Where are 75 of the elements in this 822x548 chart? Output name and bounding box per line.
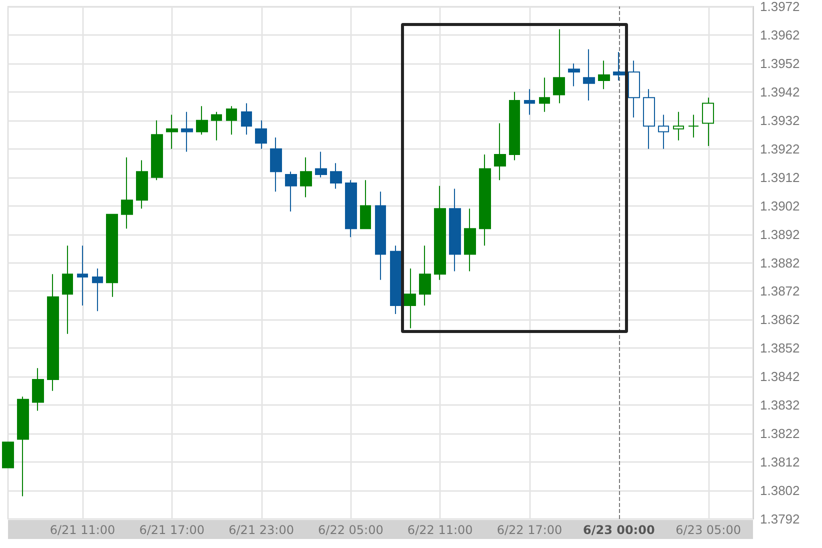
candlestick — [315, 151, 327, 178]
candlestick — [628, 60, 640, 118]
y-tick-label: 1.3892 — [760, 226, 800, 242]
candlestick — [121, 156, 133, 230]
y-tick-label: 1.3932 — [760, 112, 800, 128]
candlestick — [92, 268, 103, 312]
candlestick — [47, 274, 59, 392]
candlestick — [330, 162, 342, 190]
y-tick-label: 1.3962 — [760, 27, 800, 42]
candlestick — [524, 88, 535, 116]
candlestick — [77, 245, 88, 306]
candlestick — [241, 102, 252, 136]
candlestick — [375, 191, 386, 280]
candlestick — [106, 214, 118, 298]
candlestick — [688, 114, 699, 138]
candlestick — [181, 111, 193, 152]
x-tick-label: 6/22 05:00 — [318, 523, 384, 537]
candlestick — [390, 245, 401, 314]
x-tick-label: 6/23 05:00 — [676, 523, 741, 537]
candlestick — [553, 28, 565, 104]
candlestick — [613, 52, 625, 82]
candlestick — [539, 77, 550, 112]
candlestick — [404, 268, 416, 329]
y-tick-label: 1.3792 — [760, 512, 800, 526]
candlestick — [673, 111, 684, 141]
candlestick — [568, 62, 580, 87]
y-tick-label: 1.3822 — [760, 426, 800, 442]
candlestick — [285, 171, 297, 212]
candlestick — [32, 368, 44, 412]
candlestick — [196, 106, 208, 136]
candlestick — [509, 91, 520, 161]
x-tick-label: 6/21 23:00 — [228, 523, 294, 537]
y-tick-label: 1.3952 — [760, 56, 800, 71]
candlestick — [62, 245, 73, 334]
candlestick — [643, 88, 655, 150]
candlestick — [300, 156, 312, 198]
y-tick-label: 1.3812 — [760, 454, 800, 470]
y-tick-label: 1.3802 — [760, 483, 800, 498]
candlestick — [17, 396, 29, 497]
candlestick — [583, 48, 595, 101]
candlestick — [434, 185, 446, 280]
candlestick — [2, 442, 14, 468]
y-tick-label: 1.3862 — [760, 312, 800, 328]
candlestick — [136, 160, 148, 210]
y-tick-label: 1.3912 — [760, 170, 800, 185]
y-tick-label: 1.3852 — [760, 340, 800, 356]
y-tick-label: 1.3832 — [760, 398, 800, 413]
y-tick-label: 1.3972 — [760, 0, 800, 14]
candlestick — [598, 60, 610, 90]
y-tick-label: 1.3942 — [760, 84, 800, 100]
candlestick — [449, 188, 461, 272]
y-tick-label: 1.3902 — [760, 198, 800, 214]
candlestick — [166, 114, 178, 150]
candlestick — [479, 154, 491, 246]
y-tick-label: 1.3842 — [760, 369, 800, 384]
x-tick-label: 6/22 17:00 — [496, 523, 562, 537]
candlestick — [360, 180, 371, 230]
x-tick-label: 6/23 00:00 — [582, 523, 655, 537]
x-tick-label: 6/21 17:00 — [139, 523, 205, 537]
y-tick-label: 1.3922 — [760, 141, 800, 156]
y-tick-label: 1.3882 — [760, 255, 800, 270]
candlestick — [270, 136, 282, 192]
candlestick — [702, 97, 714, 147]
x-tick-label: 6/21 11:00 — [50, 523, 116, 537]
candlestick — [464, 208, 476, 272]
candlestick — [226, 106, 237, 136]
candlestick — [494, 122, 506, 181]
candlestick — [211, 111, 222, 141]
candlestick — [255, 120, 267, 150]
y-tick-label: 1.3872 — [760, 284, 800, 299]
candlestick — [151, 120, 163, 181]
candlestick — [658, 114, 669, 150]
candlestick — [419, 245, 431, 306]
candlestick — [345, 180, 357, 238]
x-tick-label: 6/22 11:00 — [407, 523, 473, 537]
